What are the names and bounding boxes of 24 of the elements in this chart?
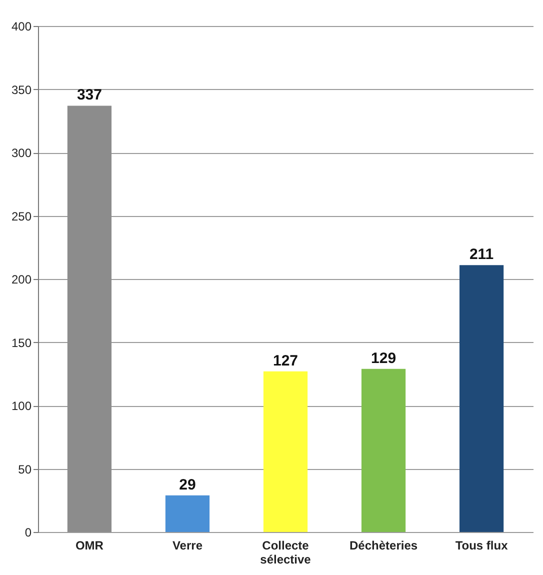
y-tick-label: 350	[11, 82, 32, 97]
data-label: 29	[179, 476, 196, 494]
x-tick-label: Tous flux	[455, 538, 508, 552]
bar	[67, 106, 112, 532]
x-tick-label: OMR	[75, 538, 104, 552]
y-tick-label: 200	[11, 272, 32, 286]
bar	[361, 368, 406, 532]
y-tick-label: 250	[11, 209, 32, 224]
data-label: 127	[272, 352, 298, 370]
y-tick-label: 300	[11, 146, 32, 160]
y-tick-label: 0	[24, 526, 32, 540]
y-tick-label: 150	[11, 336, 32, 350]
y-tick-label: 400	[11, 20, 32, 34]
bar	[459, 265, 504, 532]
data-label: 337	[76, 86, 102, 104]
y-tick-label: 100	[11, 399, 32, 413]
x-tick-label: Verre	[172, 538, 203, 552]
x-tick-label: Déchèteries	[349, 538, 418, 552]
data-label: 129	[371, 350, 396, 367]
bar	[165, 495, 210, 532]
data-label: 211	[469, 246, 494, 264]
bar	[263, 371, 308, 532]
x-tick-label: Collecte sélective	[260, 538, 312, 566]
y-tick-label: 50	[18, 462, 32, 476]
